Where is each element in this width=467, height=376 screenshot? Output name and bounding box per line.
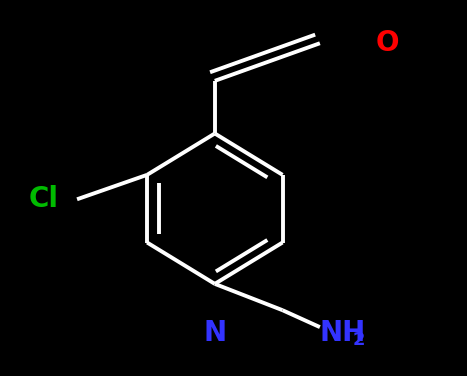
Text: 2: 2 xyxy=(353,331,365,349)
Text: Cl: Cl xyxy=(28,185,58,213)
Text: O: O xyxy=(376,29,399,57)
Text: NH: NH xyxy=(320,319,366,347)
Text: N: N xyxy=(203,319,226,347)
